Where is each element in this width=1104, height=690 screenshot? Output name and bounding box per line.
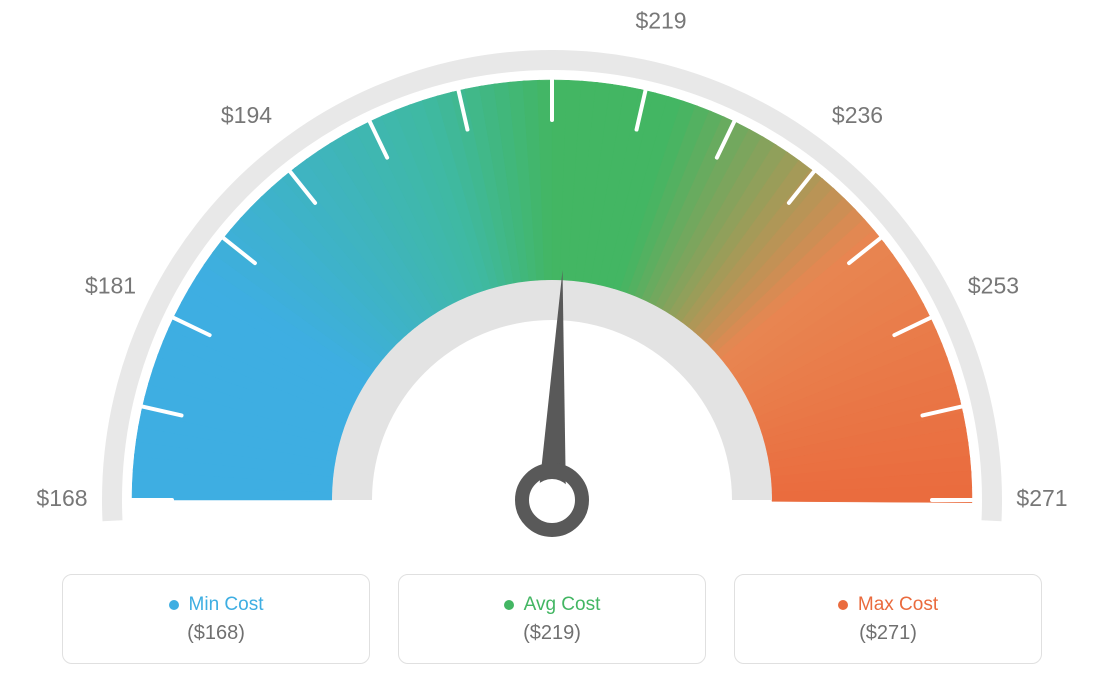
legend-top-avg: Avg Cost bbox=[504, 594, 601, 616]
tick-label: $168 bbox=[36, 485, 87, 511]
max-dot-icon bbox=[838, 600, 848, 610]
legend-label-max: Max Cost bbox=[858, 594, 938, 616]
tick-label: $236 bbox=[832, 102, 883, 128]
legend-card-max: Max Cost ($271) bbox=[734, 574, 1042, 664]
legend-top-min: Min Cost bbox=[169, 594, 264, 616]
gauge-svg: $168 $181 $194 $219 $236 $253 $271 bbox=[0, 0, 1104, 560]
min-dot-icon bbox=[169, 600, 179, 610]
legend-value-max: ($271) bbox=[859, 622, 917, 645]
legend-row: Min Cost ($168) Avg Cost ($219) Max Cost… bbox=[0, 574, 1104, 664]
legend-card-min: Min Cost ($168) bbox=[62, 574, 370, 664]
tick-label: $194 bbox=[221, 102, 272, 128]
avg-dot-icon bbox=[504, 600, 514, 610]
legend-label-min: Min Cost bbox=[189, 594, 264, 616]
legend-top-max: Max Cost bbox=[838, 594, 938, 616]
tick-label: $181 bbox=[85, 272, 136, 298]
tick-label: $219 bbox=[635, 7, 686, 33]
legend-label-avg: Avg Cost bbox=[524, 594, 601, 616]
legend-value-avg: ($219) bbox=[523, 622, 581, 645]
legend-card-avg: Avg Cost ($219) bbox=[398, 574, 706, 664]
legend-value-min: ($168) bbox=[187, 622, 245, 645]
tick-label: $253 bbox=[968, 272, 1019, 298]
tick-label: $271 bbox=[1016, 485, 1067, 511]
cost-gauge: $168 $181 $194 $219 $236 $253 $271 bbox=[0, 0, 1104, 560]
